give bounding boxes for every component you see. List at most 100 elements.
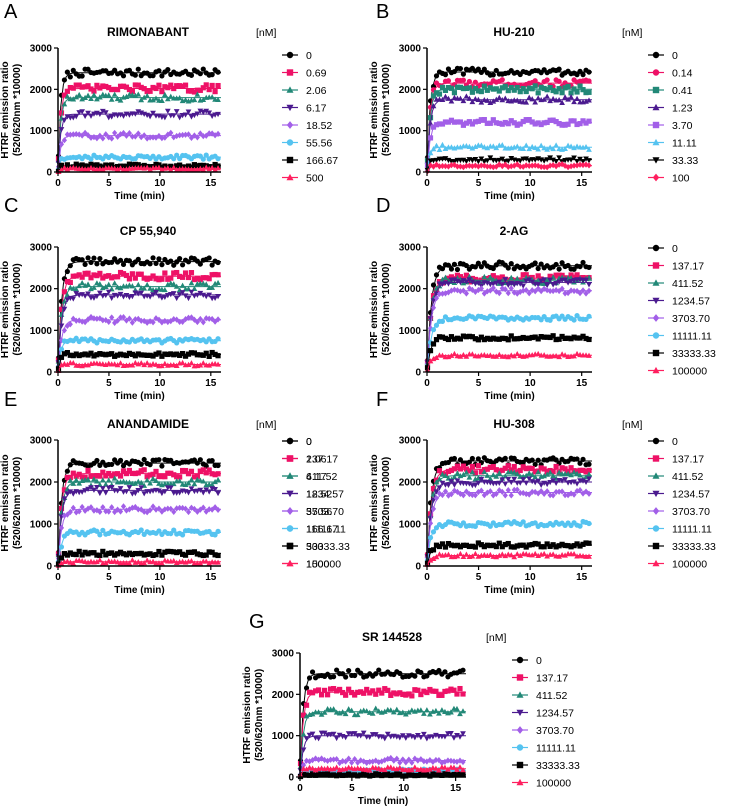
data-point — [412, 673, 418, 679]
data-point — [445, 119, 452, 125]
data-point — [478, 469, 484, 475]
data-point — [171, 508, 177, 516]
data-point — [571, 479, 577, 485]
data-point — [433, 90, 440, 96]
data-point — [496, 289, 502, 297]
data-point — [466, 95, 473, 101]
data-point — [79, 489, 86, 495]
data-point — [138, 271, 144, 277]
data-point — [85, 270, 91, 276]
data-point — [538, 334, 544, 340]
data-point — [568, 465, 574, 471]
data-point — [481, 290, 487, 297]
data-point — [381, 766, 388, 773]
data-point — [586, 336, 592, 343]
data-point — [381, 736, 388, 742]
legend-item: 3703.70 — [648, 506, 710, 518]
data-point — [132, 490, 139, 497]
data-point — [508, 479, 515, 486]
data-point — [174, 259, 180, 265]
data-point — [70, 296, 77, 302]
legend-label: 100000 — [536, 778, 571, 790]
series-2.06 — [55, 91, 221, 173]
panel-letter: F — [376, 389, 388, 411]
series-55.56 — [55, 152, 221, 173]
data-point — [147, 506, 153, 514]
data-point — [132, 550, 138, 557]
data-point — [94, 478, 100, 484]
data-point — [182, 552, 189, 558]
data-point — [85, 362, 91, 368]
data-point — [79, 280, 86, 286]
data-point — [493, 554, 500, 560]
data-point — [490, 284, 496, 292]
data-point — [427, 115, 434, 121]
legend-label: 33333.33 — [672, 348, 716, 360]
data-point — [94, 261, 100, 267]
data-point — [502, 119, 508, 126]
data-point — [460, 708, 466, 714]
data-point — [550, 282, 556, 288]
data-point — [112, 471, 118, 477]
data-point — [79, 503, 85, 511]
data-point — [82, 94, 88, 100]
data-point — [427, 325, 434, 332]
data-point — [430, 146, 437, 152]
series-33333.33 — [424, 540, 592, 567]
data-point — [346, 755, 352, 762]
data-point — [532, 488, 538, 496]
chart-title: SR 144528 — [362, 630, 422, 644]
data-point — [162, 549, 168, 555]
data-point — [379, 772, 385, 779]
data-point — [421, 731, 427, 738]
legend-marker — [652, 542, 660, 550]
data-point — [580, 72, 586, 78]
data-point — [144, 352, 150, 358]
data-point — [475, 260, 481, 266]
data-point — [73, 551, 79, 558]
data-point — [556, 353, 562, 360]
data-point — [556, 279, 562, 285]
data-point — [556, 120, 562, 127]
data-point — [430, 771, 436, 777]
data-point — [511, 282, 518, 288]
data-point — [79, 96, 86, 102]
data-point — [454, 758, 460, 765]
data-point — [167, 166, 174, 173]
data-point — [532, 288, 538, 295]
data-point — [182, 481, 189, 487]
data-point — [460, 520, 467, 526]
data-point — [176, 292, 183, 298]
data-point — [209, 549, 215, 555]
data-point — [357, 733, 364, 739]
data-point — [194, 551, 200, 557]
data-point — [553, 281, 559, 287]
data-point — [430, 688, 436, 694]
data-point — [454, 772, 460, 778]
data-point — [174, 351, 180, 357]
data-point — [433, 494, 440, 502]
data-point — [553, 142, 559, 148]
data-point — [463, 162, 469, 169]
data-point — [126, 479, 133, 485]
data-point — [197, 362, 204, 368]
legend-item: 137.17 — [512, 673, 568, 685]
data-point — [106, 351, 112, 357]
data-point — [79, 292, 86, 298]
legend-item: 3703.70 — [282, 506, 344, 518]
data-point — [532, 157, 539, 163]
data-point — [141, 285, 148, 291]
data-point — [391, 690, 397, 696]
data-point — [405, 709, 412, 715]
data-point — [358, 670, 364, 676]
data-point — [388, 692, 394, 698]
data-point — [206, 362, 213, 368]
data-point — [176, 478, 183, 484]
data-point — [168, 275, 174, 281]
data-point — [478, 542, 484, 548]
data-point — [215, 353, 221, 359]
data-point — [212, 486, 218, 493]
data-point — [312, 772, 319, 778]
data-point — [372, 732, 379, 738]
data-point — [562, 552, 568, 558]
